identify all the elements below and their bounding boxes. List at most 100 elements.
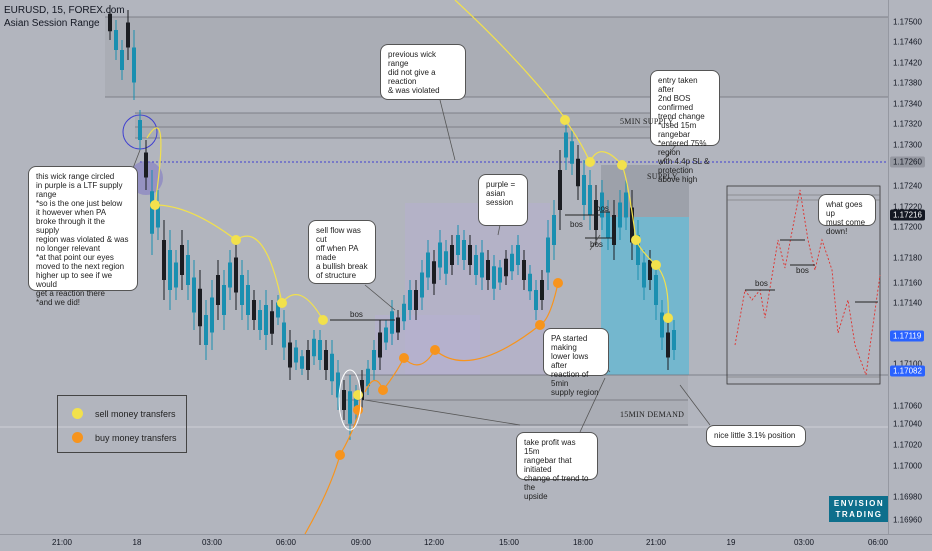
price-label: 1.17340 xyxy=(893,99,922,109)
price-label: 1.17220 xyxy=(893,202,922,212)
price-label: 1.17460 xyxy=(893,37,922,47)
candle-body xyxy=(312,338,316,357)
candle-body xyxy=(276,302,280,318)
price-label: 1.17200 xyxy=(893,222,922,232)
candle-body xyxy=(432,261,436,284)
candle-body xyxy=(468,245,472,265)
candle-body xyxy=(270,311,274,334)
inset-bos-label-1: bos xyxy=(755,279,768,288)
candle-body xyxy=(516,245,520,265)
time-label: 03:00 xyxy=(793,538,815,547)
candle-body xyxy=(498,267,502,283)
note-purple-asian: purple = asian session xyxy=(478,174,528,226)
5min-supply-label: 5MIN SUPPLY xyxy=(620,117,674,126)
candle-body xyxy=(606,212,610,238)
candle-body xyxy=(438,242,442,268)
candle-body xyxy=(354,393,358,412)
candle-body xyxy=(150,191,154,234)
price-label: 1.16960 xyxy=(893,515,922,525)
note-what-goes-up: what goes up must come down! xyxy=(818,194,876,236)
candlesticks xyxy=(108,5,676,440)
candle-body xyxy=(108,13,112,32)
candle-body xyxy=(222,285,226,315)
candle-body xyxy=(180,245,184,275)
candle-body xyxy=(120,50,124,70)
time-label: 03:00 xyxy=(201,538,223,547)
candle-body xyxy=(648,260,652,280)
candle-body xyxy=(372,350,376,370)
candle-body xyxy=(342,390,346,410)
candle-body xyxy=(318,340,322,360)
time-label: 21:00 xyxy=(51,538,73,547)
candle-body xyxy=(126,22,130,48)
supply-label: SUPPLY xyxy=(647,172,678,181)
candle-body xyxy=(408,290,412,310)
candle-body xyxy=(492,266,496,289)
candle-body xyxy=(384,327,388,343)
candle-body xyxy=(252,300,256,320)
price-label: 1.16980 xyxy=(893,492,922,502)
candle-body xyxy=(654,275,658,305)
price-label: 1.17060 xyxy=(893,401,922,411)
price-label: 1.17300 xyxy=(893,140,922,150)
candle-body xyxy=(576,158,580,187)
candle-body xyxy=(234,257,238,293)
bos-label-2: bos xyxy=(570,220,583,229)
candle-body xyxy=(324,350,328,370)
candle-body xyxy=(552,215,556,245)
time-axis[interactable]: 21:00 18 03:00 06:00 09:00 12:00 15:00 18:00 21:… xyxy=(0,534,932,551)
candle-body xyxy=(210,297,214,333)
candle-body xyxy=(306,350,310,370)
15min-demand-label: 15MIN DEMAND xyxy=(620,410,685,419)
candle-body xyxy=(216,275,220,305)
candle-body xyxy=(348,391,352,424)
supply-zone xyxy=(601,165,689,217)
price-label: 1.17160 xyxy=(893,278,922,288)
candle-body xyxy=(378,332,382,358)
candle-body xyxy=(198,288,202,327)
symbol-header[interactable]: EURUSD, 15, FOREX.com xyxy=(4,5,125,16)
candle-body xyxy=(192,277,196,313)
candle-body xyxy=(534,290,538,310)
bos-label-4: bos xyxy=(596,204,609,213)
candle-body xyxy=(486,260,490,280)
price-label: 1.17500 xyxy=(893,17,922,27)
price-label: 1.17180 xyxy=(893,253,922,263)
price-label: 1.17240 xyxy=(893,181,922,191)
candle-body xyxy=(540,280,544,300)
candle-body xyxy=(156,202,160,228)
take-profit-ellipse xyxy=(338,369,362,431)
candle-body xyxy=(558,170,562,210)
candle-body xyxy=(204,315,208,345)
candle-body xyxy=(144,152,148,178)
time-label: 21:00 xyxy=(645,538,667,547)
price-label: 1.17320 xyxy=(893,119,922,129)
price-label: 1.17420 xyxy=(893,58,922,68)
price-label: 1.17100 xyxy=(893,359,922,369)
candle-body xyxy=(618,202,622,228)
price-axis[interactable]: 1.17500 1.17460 1.17420 1.17380 1.17340 1.173… xyxy=(888,0,932,534)
time-label: 06:00 xyxy=(275,538,297,547)
price-label: 1.17020 xyxy=(893,440,922,450)
candle-body xyxy=(624,192,628,218)
candle-body xyxy=(450,245,454,265)
candle-body xyxy=(282,322,286,348)
candle-body xyxy=(294,347,298,363)
candle-body xyxy=(426,252,430,278)
indicator-label[interactable]: Asian Session Range xyxy=(4,18,100,29)
price-tag: 1.17260 xyxy=(890,156,925,168)
candle-body xyxy=(660,312,664,338)
price-tag: 1.17082 xyxy=(890,365,925,377)
price-tag: 1.17119 xyxy=(890,330,925,342)
candle-body xyxy=(240,275,244,305)
candle-body xyxy=(414,290,418,310)
asian-session-box-2 xyxy=(405,203,550,375)
candle-body xyxy=(162,240,166,280)
candle-body xyxy=(642,262,646,288)
legend-buy: buy money transfers xyxy=(72,432,177,443)
candle-body xyxy=(570,141,574,164)
candle-body xyxy=(462,240,466,260)
candle-body xyxy=(528,273,532,292)
candle-body xyxy=(630,207,634,243)
